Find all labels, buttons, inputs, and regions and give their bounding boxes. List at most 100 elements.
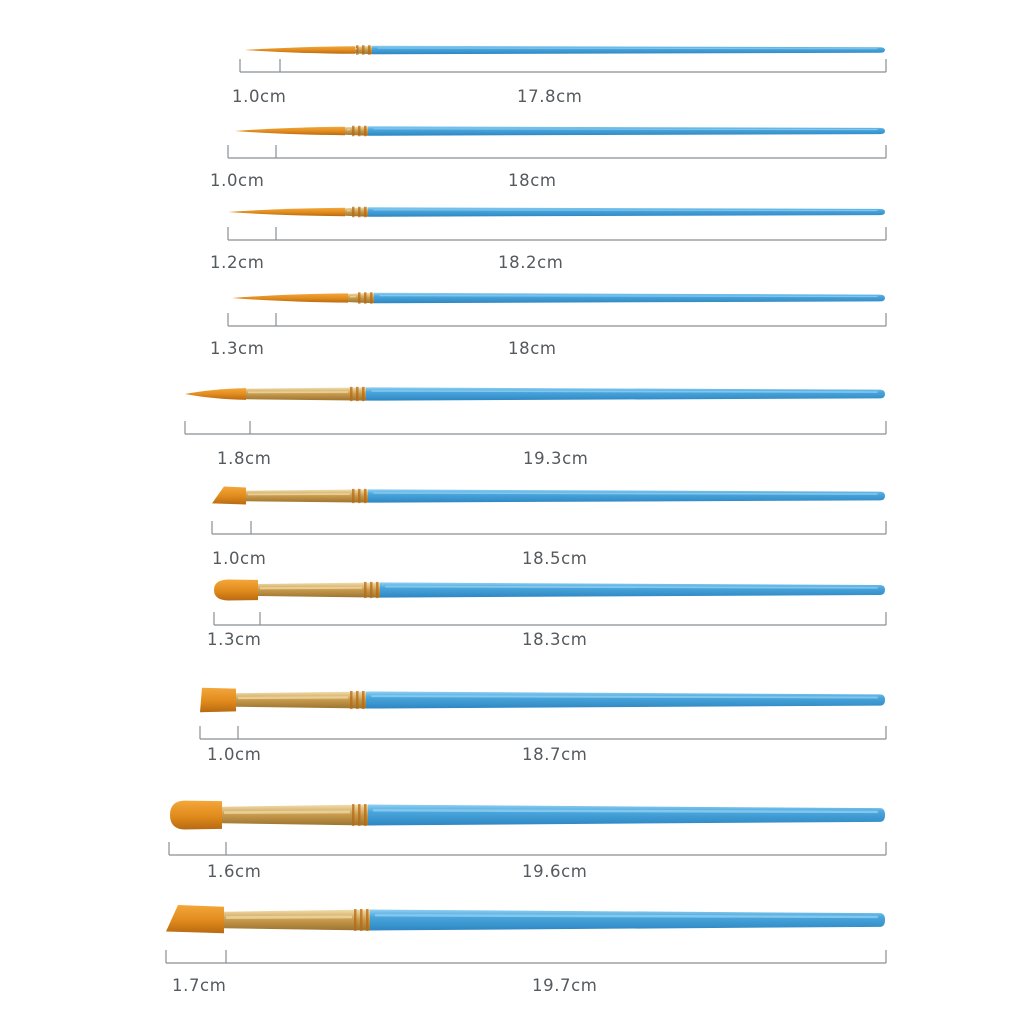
ferrule-ring xyxy=(358,488,361,504)
ferrule-ring xyxy=(364,206,367,218)
brush-2 xyxy=(235,125,885,137)
ferrule-ring xyxy=(364,488,367,504)
total-length-label: 19.3cm xyxy=(523,449,589,468)
brush-bristles-flat xyxy=(200,687,236,713)
handle-highlight xyxy=(373,492,878,495)
brush-bristles-filbert xyxy=(214,579,258,601)
measure-bracket-8 xyxy=(199,726,887,740)
brush-9 xyxy=(170,800,885,830)
handle-highlight xyxy=(377,47,878,50)
brush-3 xyxy=(228,206,885,218)
ferrule-ring xyxy=(366,909,369,931)
ferrule-ring xyxy=(370,581,373,599)
ferrule-ring xyxy=(352,488,355,504)
brush-bristles-angular xyxy=(166,904,224,934)
ferrule-shine xyxy=(223,810,351,814)
brush-4 xyxy=(232,292,885,304)
total-length-label: 18.2cm xyxy=(498,253,564,272)
handle-highlight xyxy=(372,809,879,814)
brush-bristles-angular xyxy=(212,486,246,505)
total-length-label: 18cm xyxy=(508,171,557,190)
head-length-label: 1.0cm xyxy=(210,171,265,190)
brush-7 xyxy=(214,579,885,601)
ferrule-ring xyxy=(362,45,365,55)
brush-10 xyxy=(166,904,885,934)
brush-bristles-round xyxy=(245,46,355,54)
total-length-label: 18.5cm xyxy=(522,549,588,568)
brush-handle xyxy=(372,45,885,55)
brush-bristles-filbert xyxy=(170,800,222,830)
brush-ferrule xyxy=(224,909,370,931)
handle-highlight xyxy=(373,209,878,212)
ferrule-ring xyxy=(362,386,365,402)
ferrule-ring xyxy=(358,804,361,826)
ferrule-ring xyxy=(354,909,357,931)
ferrule-ring xyxy=(364,581,367,599)
handle-highlight xyxy=(371,695,878,699)
head-length-label: 1.0cm xyxy=(212,549,267,568)
brush-ferrule xyxy=(222,804,368,826)
head-length-label: 1.3cm xyxy=(210,339,265,358)
brush-ferrule xyxy=(258,582,380,598)
head-length-label: 1.8cm xyxy=(217,449,272,468)
ferrule-ring xyxy=(352,804,355,826)
brush-handle xyxy=(370,909,885,931)
ferrule-shine xyxy=(237,696,349,700)
brush-bristles-round xyxy=(232,293,348,303)
ferrule-ring xyxy=(358,292,361,304)
head-length-label: 1.2cm xyxy=(210,253,265,272)
head-length-label: 1.0cm xyxy=(232,87,287,106)
head-length-label: 1.3cm xyxy=(207,630,262,649)
ferrule-ring xyxy=(356,386,359,402)
ferrule-ring xyxy=(362,690,365,710)
brush-handle xyxy=(374,292,885,304)
ferrule-ring xyxy=(376,581,379,599)
brush-8 xyxy=(200,687,885,713)
brush-bristles-round xyxy=(185,388,246,400)
measure-bracket-1 xyxy=(239,59,887,73)
measure-bracket-5 xyxy=(184,421,887,435)
total-length-label: 18.7cm xyxy=(522,745,588,764)
total-length-label: 19.7cm xyxy=(532,976,598,995)
ferrule-ring xyxy=(370,292,373,304)
handle-highlight xyxy=(385,585,878,589)
measure-bracket-4 xyxy=(227,313,887,327)
ferrule-ring xyxy=(368,45,371,55)
head-length-label: 1.6cm xyxy=(207,862,262,881)
brush-handle xyxy=(368,489,885,503)
total-length-label: 17.8cm xyxy=(517,87,583,106)
measure-bracket-10 xyxy=(165,950,887,964)
total-length-label: 18.3cm xyxy=(522,630,588,649)
measure-bracket-2 xyxy=(227,145,887,159)
measure-bracket-9 xyxy=(168,842,887,856)
ferrule-shine xyxy=(225,915,353,919)
brush-handle xyxy=(366,691,885,709)
handle-highlight xyxy=(374,914,879,919)
ferrule-ring xyxy=(356,690,359,710)
ferrule-ring xyxy=(350,690,353,710)
brush-handle xyxy=(380,582,885,598)
handle-highlight xyxy=(379,295,878,298)
brush-ferrule xyxy=(246,387,366,401)
measure-bracket-7 xyxy=(213,612,887,626)
brush-ferrule xyxy=(348,292,374,304)
brush-6 xyxy=(212,486,885,505)
measure-bracket-3 xyxy=(227,227,887,241)
handle-highlight xyxy=(373,128,878,131)
ferrule-ring xyxy=(358,206,361,218)
total-length-label: 19.6cm xyxy=(522,862,588,881)
brush-ferrule xyxy=(345,207,368,217)
brush-5 xyxy=(185,386,885,402)
brush-handle xyxy=(368,207,885,217)
ferrule-ring xyxy=(364,292,367,304)
ferrule-ring xyxy=(352,206,355,218)
ferrule-ring xyxy=(364,125,367,137)
ferrule-ring xyxy=(350,386,353,402)
brush-ferrule xyxy=(236,691,366,709)
handle-highlight xyxy=(371,390,878,393)
ferrule-ring xyxy=(356,45,359,55)
total-length-label: 18cm xyxy=(508,339,557,358)
ferrule-ring xyxy=(358,125,361,137)
